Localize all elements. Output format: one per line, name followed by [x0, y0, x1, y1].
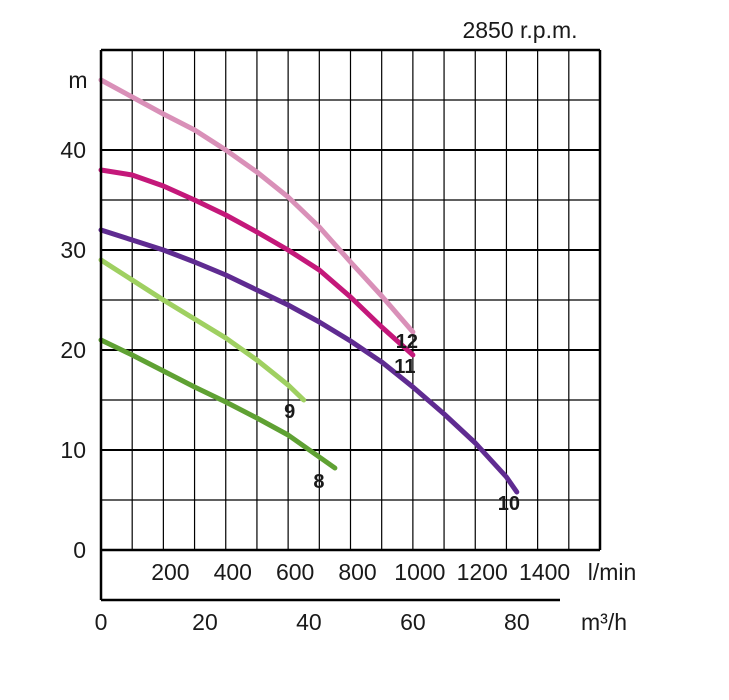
- chart-title: 2850 r.p.m.: [462, 17, 577, 43]
- series-label-10: 10: [498, 493, 520, 515]
- chart-grid: [101, 50, 600, 550]
- x-tick-label: 40: [296, 609, 322, 635]
- x-secondary-tick-label: 800: [338, 559, 376, 585]
- series-label-9: 9: [284, 401, 295, 423]
- x-tick-label: 60: [400, 609, 426, 635]
- x-secondary-tick-label: 600: [276, 559, 314, 585]
- x-unit-primary: m³/h: [581, 609, 627, 635]
- x-tick-label: 0: [95, 609, 108, 635]
- y-tick-label: 10: [60, 437, 86, 463]
- chart-series: [98, 77, 520, 495]
- x-axis-primary-ticks: 0 20 40 60 80: [95, 609, 530, 635]
- x-unit-secondary: l/min: [588, 559, 637, 585]
- y-tick-label: 40: [60, 137, 86, 163]
- y-tick-label: 30: [60, 237, 86, 263]
- x-axis-secondary-ticks: 200 400 600 800 1000 1200 1400: [151, 559, 570, 585]
- series-line-11: [98, 167, 416, 358]
- y-axis-ticks: 0 10 20 30 40: [60, 137, 86, 563]
- x-secondary-tick-label: 1000: [394, 559, 445, 585]
- series-line-8: [98, 337, 338, 471]
- y-tick-label: 0: [73, 537, 86, 563]
- x-secondary-tick-label: 1200: [457, 559, 508, 585]
- x-tick-label: 20: [192, 609, 218, 635]
- series-label-8: 8: [313, 471, 324, 493]
- series-label-11: 11: [394, 356, 415, 378]
- x-secondary-tick-label: 1400: [519, 559, 570, 585]
- x-secondary-tick-label: 400: [214, 559, 252, 585]
- chart-frame: [99, 48, 602, 602]
- y-tick-label: 20: [60, 337, 86, 363]
- series-line-12: [98, 77, 416, 335]
- series-labels: 12 11 10 9 8: [284, 331, 520, 515]
- y-axis-unit: m: [68, 67, 87, 93]
- series-line-10: [98, 227, 520, 495]
- series-label-12: 12: [396, 331, 418, 353]
- x-secondary-tick-label: 200: [151, 559, 189, 585]
- series-line-9: [98, 257, 307, 403]
- x-tick-label: 80: [504, 609, 530, 635]
